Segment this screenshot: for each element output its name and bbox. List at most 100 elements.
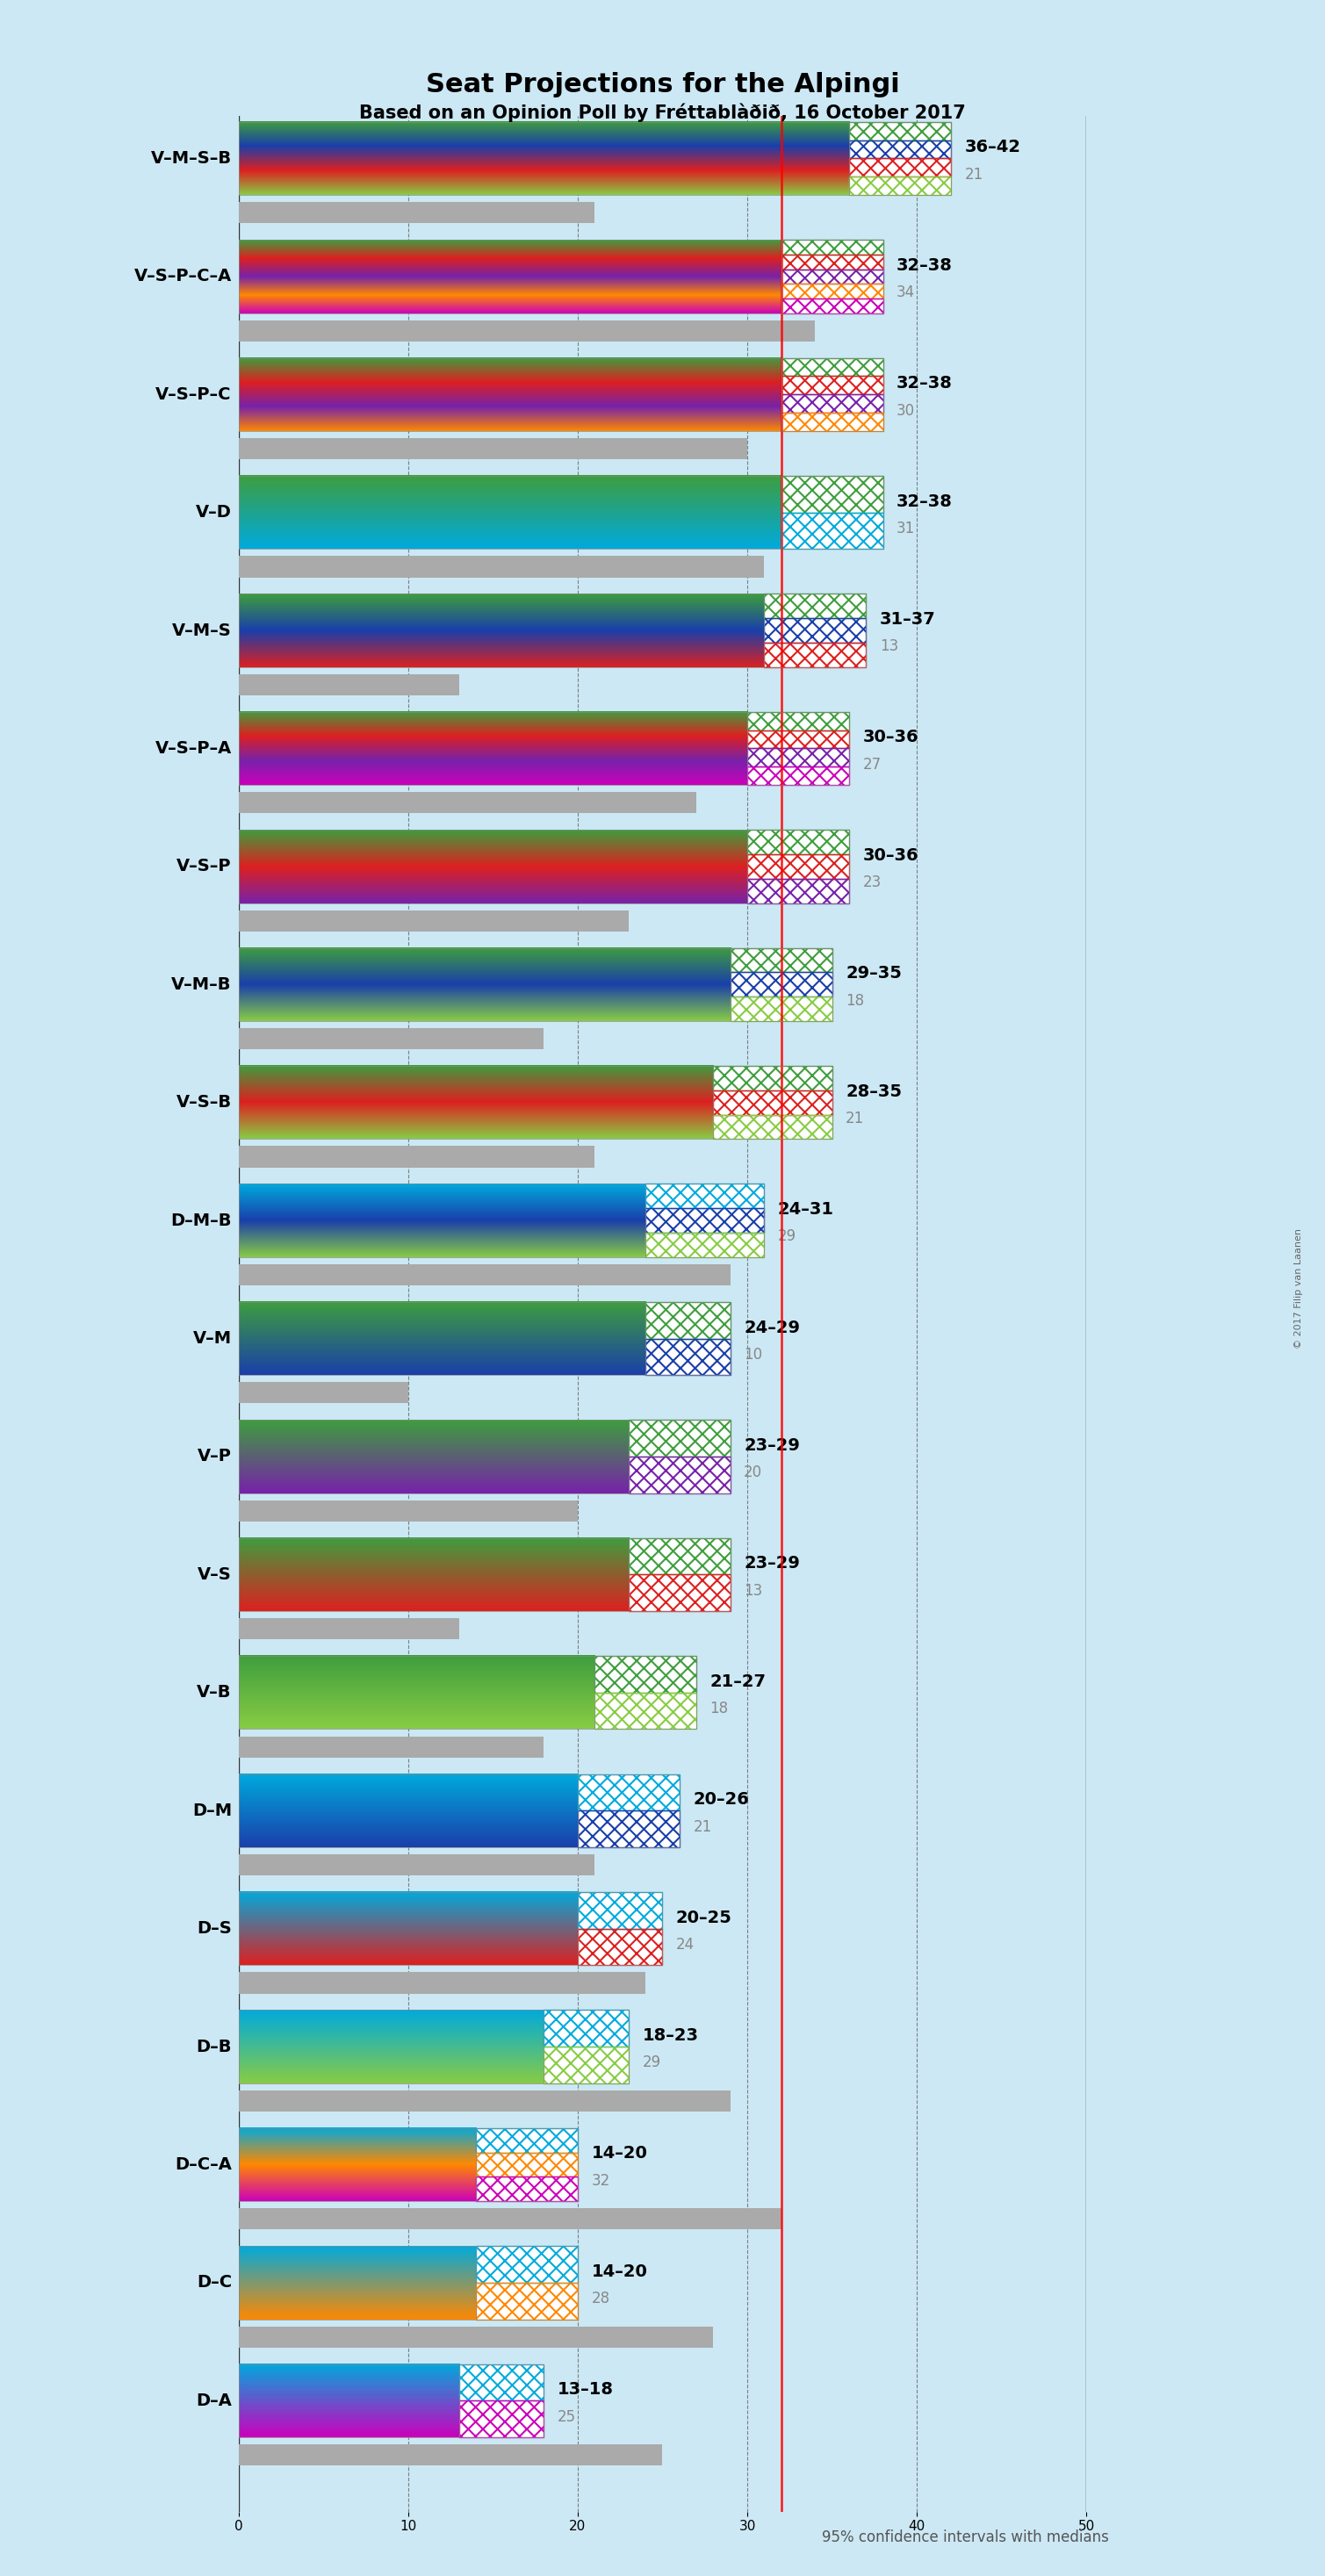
Bar (238, 1185, 645, 1257)
Text: 32–38: 32–38 (897, 492, 953, 510)
Text: 25: 25 (558, 2409, 576, 2424)
Bar (238, 1419, 628, 1494)
Bar (747, 768, 849, 786)
Bar (730, 971, 832, 997)
Bar (849, 139, 951, 157)
Bar (645, 1234, 765, 1257)
Bar (782, 477, 882, 513)
Text: 23–29: 23–29 (743, 1556, 800, 1571)
Bar (543, 2045, 628, 2084)
Bar (713, 1066, 832, 1139)
Bar (628, 1419, 730, 1455)
Text: 20–26: 20–26 (693, 1790, 749, 1808)
Bar (238, 675, 458, 696)
Text: D–C–A: D–C–A (175, 2156, 232, 2174)
Text: © 2017 Filip van Laanen: © 2017 Filip van Laanen (1295, 1229, 1302, 1347)
Bar (238, 793, 697, 814)
Bar (628, 1538, 730, 1574)
Text: 30–36: 30–36 (863, 848, 918, 863)
Bar (238, 319, 815, 343)
Bar (578, 1811, 680, 1847)
Bar (730, 997, 832, 1020)
Bar (238, 1656, 595, 1728)
Bar (543, 2009, 628, 2045)
Bar (238, 1538, 628, 1610)
Bar (782, 376, 882, 394)
Bar (765, 641, 867, 667)
Bar (238, 1146, 595, 1167)
Bar (730, 997, 832, 1020)
Text: 20–25: 20–25 (676, 1909, 733, 1927)
Text: 29: 29 (643, 2056, 661, 2071)
Bar (458, 2365, 543, 2401)
Bar (765, 595, 867, 618)
Text: 34: 34 (897, 283, 916, 301)
Bar (782, 268, 882, 283)
Bar (476, 2246, 578, 2318)
Text: V–S–B: V–S–B (176, 1095, 232, 1110)
Text: 24–31: 24–31 (778, 1200, 833, 1218)
Text: D–C: D–C (196, 2275, 232, 2290)
Bar (713, 1090, 832, 1115)
Bar (730, 948, 832, 971)
Bar (782, 240, 882, 255)
Bar (730, 971, 832, 997)
Bar (595, 1656, 697, 1692)
Bar (849, 157, 951, 178)
Bar (238, 1028, 543, 1048)
Text: 21: 21 (693, 1819, 712, 1834)
Text: V–B: V–B (197, 1685, 232, 1700)
Bar (476, 2246, 578, 2282)
Bar (238, 1736, 543, 1757)
Bar (238, 201, 595, 224)
Bar (782, 299, 882, 314)
Bar (578, 1891, 662, 1929)
Bar (730, 948, 832, 1020)
Bar (849, 121, 951, 139)
Bar (628, 1419, 730, 1455)
Bar (782, 255, 882, 268)
Bar (476, 2154, 578, 2177)
Text: 18: 18 (845, 992, 864, 1007)
Text: 32–38: 32–38 (897, 376, 953, 392)
Bar (578, 1891, 662, 1929)
Bar (782, 283, 882, 299)
Text: 29: 29 (778, 1229, 796, 1244)
Bar (782, 240, 882, 255)
Bar (238, 1855, 595, 1875)
Bar (238, 829, 747, 904)
Bar (238, 711, 747, 786)
Text: 13: 13 (743, 1582, 763, 1600)
Bar (645, 1234, 765, 1257)
Bar (578, 1775, 680, 1847)
Text: 13: 13 (880, 639, 898, 654)
Bar (782, 358, 882, 376)
Text: 36–42: 36–42 (965, 139, 1020, 155)
Bar (849, 157, 951, 178)
Bar (238, 1301, 645, 1376)
Bar (238, 2208, 782, 2231)
Bar (476, 2128, 578, 2154)
Bar (238, 1265, 730, 1285)
Bar (628, 1455, 730, 1494)
Bar (595, 1656, 697, 1728)
Bar (645, 1208, 765, 1234)
Bar (747, 878, 849, 904)
Bar (238, 948, 730, 1020)
Text: 21–27: 21–27 (710, 1674, 766, 1690)
Text: 24–29: 24–29 (743, 1319, 800, 1337)
Bar (765, 618, 867, 641)
Bar (782, 299, 882, 314)
Bar (747, 750, 849, 768)
Bar (645, 1185, 765, 1257)
Bar (628, 1538, 730, 1610)
Bar (476, 2154, 578, 2177)
Bar (476, 2128, 578, 2154)
Bar (238, 595, 765, 667)
Bar (595, 1692, 697, 1728)
Bar (458, 2365, 543, 2437)
Bar (782, 477, 882, 549)
Bar (628, 1455, 730, 1494)
Bar (782, 513, 882, 549)
Text: 14–20: 14–20 (591, 2264, 648, 2280)
